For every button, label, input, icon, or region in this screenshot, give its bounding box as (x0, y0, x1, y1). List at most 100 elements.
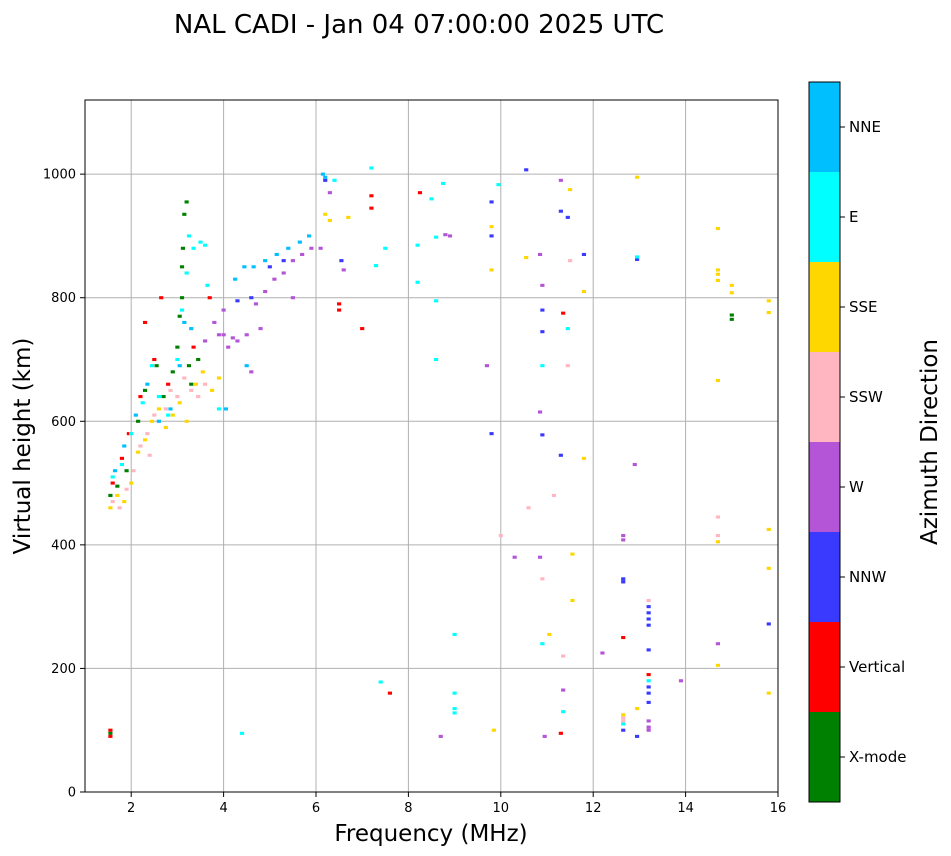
echo-mark-w (221, 333, 226, 337)
echo-mark-nne (122, 444, 127, 448)
echo-mark-vertical (108, 734, 113, 738)
colorbar-tick-label: NNE (849, 118, 881, 136)
echo-mark-ssw (110, 500, 115, 504)
echo-mark-w (484, 364, 490, 368)
echo-mark-nnw (339, 259, 344, 263)
echo-mark-sse (177, 401, 182, 405)
colorbar-segment-w (809, 442, 840, 532)
echo-mark-ssw (131, 469, 136, 473)
echo-mark-w (558, 178, 563, 182)
x-tick-label: 14 (677, 801, 694, 816)
echo-mark-nnw (489, 432, 494, 436)
echo-mark-ssw (147, 453, 152, 457)
echo-mark-e (119, 462, 125, 467)
echo-mark-w (512, 555, 517, 559)
echo-mark-ssw (568, 259, 573, 263)
echo-mark-x-mode (186, 364, 192, 368)
grid-lines (85, 100, 779, 793)
echo-mark-ssw (621, 719, 626, 723)
echo-mark-e (452, 691, 457, 695)
x-axis-label: Frequency (MHz) (334, 821, 527, 847)
echo-mark-x-mode (124, 469, 129, 473)
colorbar-tick-label: E (849, 208, 858, 226)
echo-mark-vertical (621, 635, 626, 640)
echo-mark-e (198, 240, 203, 244)
echo-mark-x-mode (142, 388, 148, 392)
echo-mark-vertical (369, 206, 374, 210)
colorbar-tick-label: SSE (849, 298, 878, 316)
echo-mark-vertical (360, 327, 365, 331)
echo-mark-vertical (108, 728, 113, 732)
echo-mark-w (253, 302, 259, 306)
echo-mark-sse (156, 407, 161, 411)
echo-mark-ssw (540, 577, 545, 581)
echo-mark-x-mode (196, 357, 201, 362)
echo-mark-w (438, 734, 443, 738)
echo-mark-w (327, 191, 332, 195)
echo-mark-e (415, 280, 420, 284)
echo-mark-nne (286, 246, 291, 250)
echo-mark-vertical (138, 395, 143, 399)
echo-mark-e (646, 679, 651, 683)
echo-mark-nnw (558, 453, 563, 457)
echo-mark-nne (306, 234, 312, 238)
echo-mark-e (184, 271, 189, 275)
echo-mark-w (443, 233, 448, 237)
echo-mark-nnw (766, 622, 771, 626)
echo-mark-w (249, 370, 254, 374)
echo-mark-ssw (145, 432, 150, 436)
echo-mark-nne (189, 327, 194, 331)
echo-mark-nnw (249, 296, 254, 300)
echo-mark-nnw (621, 728, 626, 732)
echo-mark-nnw (635, 257, 640, 261)
echo-mark-ssw (163, 407, 168, 411)
echo-mark-ssw (117, 506, 122, 510)
echo-mark-nnw (540, 330, 545, 334)
echo-mark-nnw (646, 685, 651, 689)
echo-mark-vertical (126, 432, 131, 436)
echo-mark-sse (766, 299, 771, 303)
colorbar-tick-label: SSW (849, 388, 883, 406)
echo-mark-e (203, 243, 208, 247)
colorbar-segment-vertical (809, 622, 840, 712)
echo-mark-sse (715, 272, 721, 276)
echo-mark-ssw (526, 506, 531, 510)
echo-mark-w (235, 339, 240, 343)
echo-mark-e (635, 255, 640, 259)
echo-mark-nnw (235, 299, 240, 303)
echo-mark-nne (274, 252, 279, 257)
echo-mark-nne (223, 407, 228, 411)
echo-mark-w (263, 289, 268, 294)
echo-mark-vertical (561, 311, 566, 315)
echo-mark-w (212, 320, 217, 324)
echo-mark-sse (193, 382, 198, 386)
echo-mark-nnw (646, 617, 651, 621)
echo-mark-ssw (124, 487, 129, 491)
echo-mark-ssw (646, 598, 651, 603)
colorbar-segment-nne (809, 82, 840, 172)
echo-mark-nne (168, 407, 173, 411)
colorbar-segment-sse (809, 262, 840, 352)
echo-mark-w (216, 333, 222, 337)
echo-mark-ssw (621, 716, 626, 720)
echo-mark-nnw (646, 623, 651, 627)
echo-mark-sse (129, 481, 134, 485)
echo-mark-sse (346, 215, 351, 219)
echo-mark-sse (766, 566, 771, 570)
echo-mark-vertical (558, 731, 563, 735)
echo-mark-sse (327, 218, 332, 223)
echo-mark-sse (142, 438, 148, 442)
echo-mark-vertical (142, 320, 148, 324)
echo-mark-e (496, 183, 501, 187)
echo-mark-nnw (540, 308, 545, 312)
echo-mark-nnw (540, 433, 545, 437)
echo-mark-e (240, 731, 245, 735)
echo-mark-sse (715, 540, 721, 544)
echo-mark-vertical (166, 382, 171, 386)
echo-mark-e (216, 407, 222, 411)
echo-mark-e (110, 475, 115, 479)
echo-mark-nnw (489, 200, 494, 204)
echo-mark-vertical (191, 345, 196, 349)
echo-mark-w (678, 679, 684, 683)
echo-mark-ssw (715, 534, 721, 538)
